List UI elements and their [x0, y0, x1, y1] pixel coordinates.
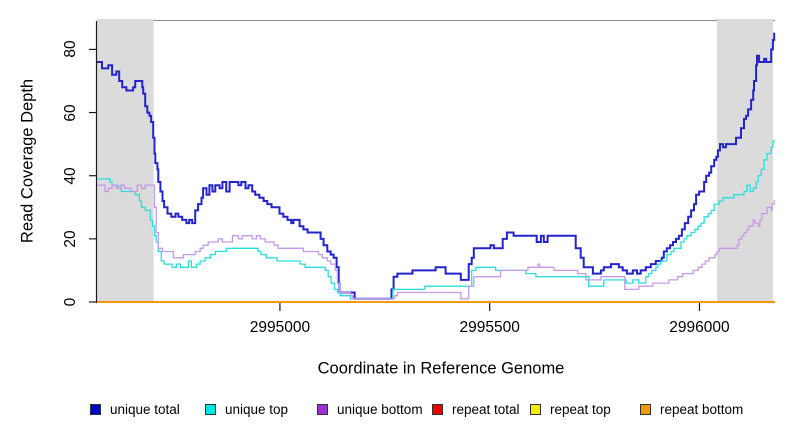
legend-swatch-unique-top: [205, 403, 216, 415]
legend-item-repeat-total: repeat total: [432, 401, 520, 417]
y-tick-label: 60: [62, 103, 79, 122]
legend-item-unique-top: unique top: [205, 401, 289, 417]
legend-item-repeat-bottom: repeat bottom: [640, 401, 744, 417]
legend-swatch-repeat-top: [530, 403, 541, 415]
series-line-unique-total: [97, 32, 776, 300]
legend-label: unique total: [110, 401, 180, 417]
y-tick-label: 40: [62, 167, 79, 185]
x-tick-label: 2995500: [459, 319, 520, 336]
legend-item-unique-total: unique total: [90, 401, 180, 417]
x-axis-title: Coordinate in Reference Genome: [317, 359, 565, 378]
legend-label: repeat total: [452, 401, 520, 417]
legend-item-repeat-top: repeat top: [530, 401, 611, 417]
x-tick-label: 2995000: [249, 319, 311, 336]
series-line-unique-top: [97, 140, 775, 300]
y-tick-label: 20: [62, 230, 79, 248]
legend-label: unique top: [225, 401, 289, 417]
series-line-unique-bottom: [97, 184, 775, 300]
legend-label: repeat top: [550, 401, 611, 417]
legend-swatch-repeat-bottom: [640, 403, 651, 415]
legend-label: unique bottom: [337, 401, 423, 417]
legend-item-unique-bottom: unique bottom: [317, 401, 423, 417]
y-tick-label: 0: [62, 297, 79, 307]
shaded-region-left: [97, 19, 154, 302]
legend-swatch-unique-total: [90, 403, 101, 415]
x-tick-label: 2996000: [669, 319, 730, 336]
legend-swatch-repeat-total: [432, 403, 443, 415]
y-axis-title: Read Coverage Depth: [18, 78, 37, 244]
legend-swatch-unique-bottom: [317, 403, 328, 415]
legend-label: repeat bottom: [660, 401, 744, 417]
y-tick-label: 80: [62, 40, 79, 59]
